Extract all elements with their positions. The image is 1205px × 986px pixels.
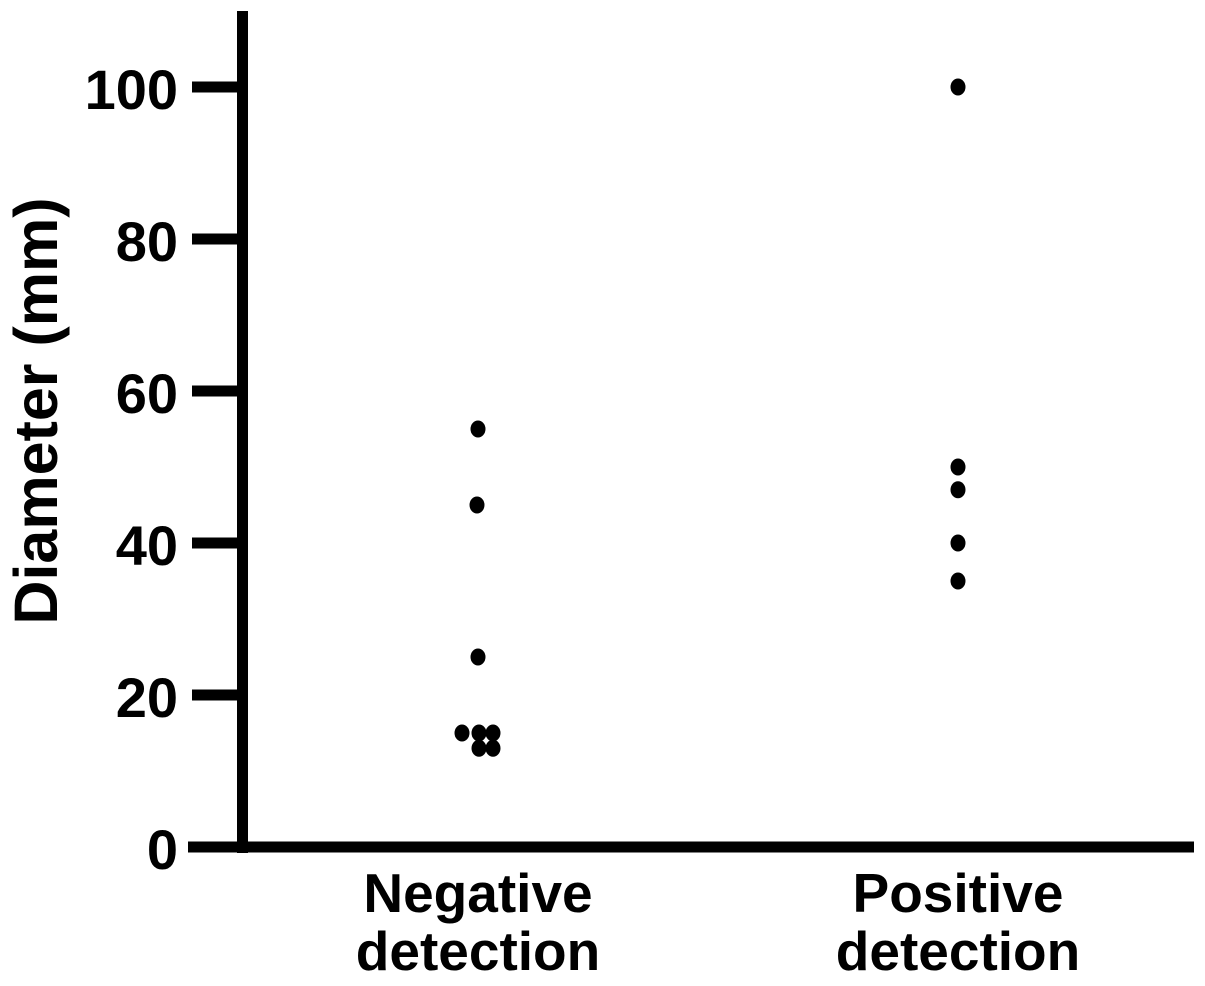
y-tick <box>192 537 248 549</box>
category-label: Positive detection <box>835 862 1081 982</box>
y-axis-line <box>237 11 248 853</box>
data-point <box>469 496 485 514</box>
data-point <box>950 481 966 499</box>
y-tick-label: 0 <box>146 818 178 881</box>
data-point <box>471 739 487 757</box>
data-point <box>950 458 966 476</box>
y-tick-label: 60 <box>115 362 178 425</box>
data-point <box>485 739 501 757</box>
data-point <box>470 420 486 438</box>
category-label: Negative detection <box>355 862 601 982</box>
y-tick <box>192 81 248 93</box>
x-axis-line <box>188 841 1194 853</box>
y-tick-label: 20 <box>115 666 178 729</box>
data-point <box>454 724 470 742</box>
data-point <box>470 648 486 666</box>
y-tick <box>192 689 248 701</box>
y-tick-label: 40 <box>115 514 178 577</box>
data-point <box>950 572 966 590</box>
y-tick <box>192 385 248 397</box>
data-point <box>950 78 966 96</box>
y-tick-label: 100 <box>84 58 178 121</box>
data-point <box>950 534 966 552</box>
data-point <box>485 724 501 742</box>
y-tick-label: 80 <box>115 210 178 273</box>
data-point <box>471 724 487 742</box>
y-tick <box>192 233 248 245</box>
